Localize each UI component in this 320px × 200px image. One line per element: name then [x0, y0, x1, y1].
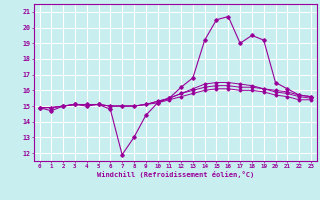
X-axis label: Windchill (Refroidissement éolien,°C): Windchill (Refroidissement éolien,°C): [97, 171, 254, 178]
